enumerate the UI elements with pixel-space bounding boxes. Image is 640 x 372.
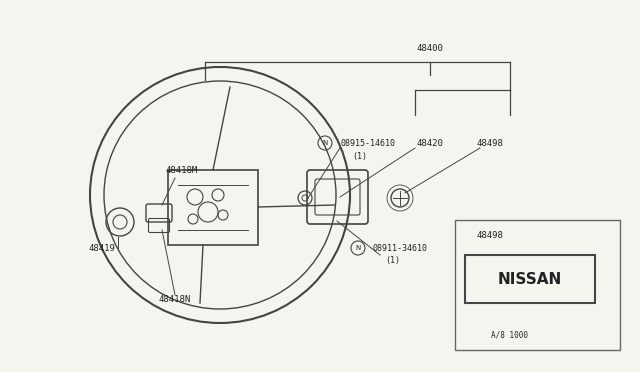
Text: 48418N: 48418N: [159, 295, 191, 305]
Text: N: N: [355, 245, 360, 251]
Text: 08911-34610: 08911-34610: [372, 244, 428, 253]
Bar: [455, 220, 620, 350]
Text: (1): (1): [353, 151, 367, 160]
Text: 08915-14610: 08915-14610: [340, 138, 396, 148]
Text: 48400: 48400: [417, 44, 444, 52]
Text: NISSAN: NISSAN: [498, 272, 562, 286]
Text: 48418M: 48418M: [166, 166, 198, 174]
Text: 48498: 48498: [477, 231, 504, 240]
Text: (1): (1): [385, 257, 401, 266]
Text: 48419: 48419: [88, 244, 115, 253]
Text: N: N: [323, 140, 328, 146]
Text: 48420: 48420: [417, 138, 444, 148]
Text: A/8 1000: A/8 1000: [492, 330, 529, 340]
Text: 48498: 48498: [477, 138, 504, 148]
Bar: [168, 170, 258, 245]
Bar: [465, 255, 595, 303]
